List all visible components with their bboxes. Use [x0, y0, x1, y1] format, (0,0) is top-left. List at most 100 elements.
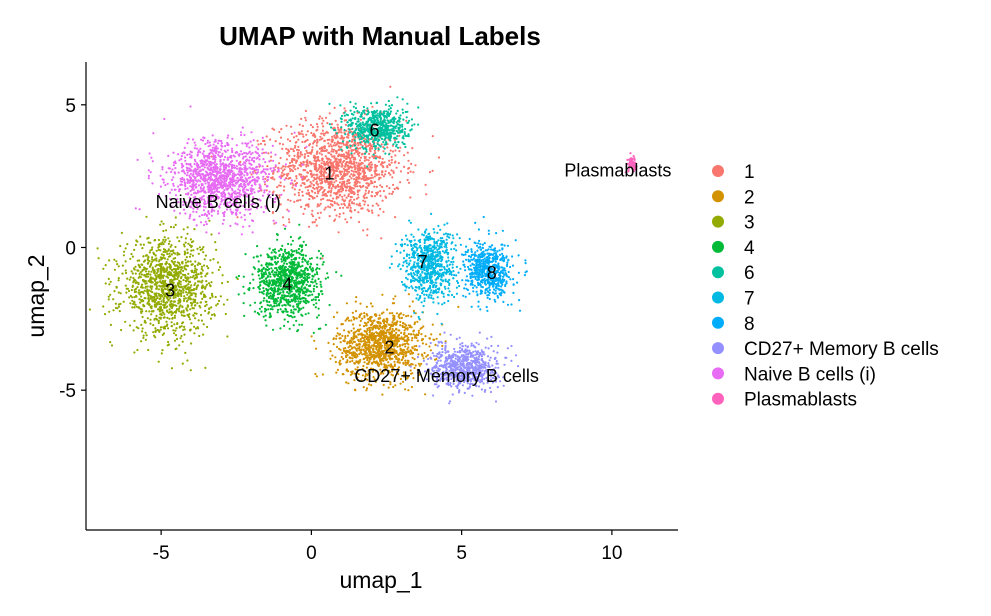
data-point: [290, 243, 293, 246]
data-point: [349, 348, 352, 351]
data-point: [363, 164, 366, 167]
data-point: [321, 129, 324, 132]
data-point: [406, 178, 409, 182]
data-point: [321, 191, 324, 194]
data-point: [334, 169, 337, 173]
data-point: [137, 327, 140, 330]
data-point: [395, 323, 398, 326]
data-point: [275, 194, 278, 197]
data-point: [131, 255, 134, 258]
data-point: [277, 289, 280, 292]
data-point: [389, 119, 392, 122]
data-point: [326, 158, 329, 161]
data-point: [183, 297, 186, 300]
data-point: [374, 172, 377, 175]
data-point: [166, 266, 169, 269]
data-point: [331, 163, 334, 166]
data-point: [168, 308, 171, 311]
data-point: [323, 188, 326, 192]
data-point: [154, 327, 157, 330]
data-point: [183, 325, 186, 328]
data-point: [392, 302, 396, 305]
data-point: [353, 111, 356, 114]
data-point: [398, 361, 401, 364]
data-point: [174, 216, 177, 219]
series-1-points: [310, 293, 460, 396]
data-point: [146, 288, 149, 291]
data-point: [404, 388, 407, 391]
data-point: [109, 293, 112, 296]
data-point: [359, 358, 362, 362]
data-point: [394, 321, 397, 324]
data-point: [338, 212, 341, 216]
data-point: [176, 251, 179, 254]
data-point: [320, 290, 323, 293]
data-point: [149, 273, 152, 276]
data-point: [190, 249, 193, 252]
data-point: [180, 310, 183, 313]
data-point: [346, 121, 349, 124]
data-point: [287, 177, 290, 180]
data-point: [382, 189, 385, 193]
data-point: [149, 295, 152, 298]
data-point: [326, 160, 329, 164]
data-point: [377, 317, 380, 320]
data-point: [305, 266, 308, 269]
data-point: [371, 305, 374, 308]
data-point: [183, 314, 186, 317]
data-point: [302, 306, 305, 309]
data-point: [346, 359, 349, 362]
data-point: [146, 258, 149, 261]
data-point: [184, 351, 187, 354]
data-point: [184, 286, 187, 289]
data-point: [262, 275, 265, 278]
data-point: [340, 190, 343, 193]
data-point: [363, 203, 366, 206]
data-point: [288, 300, 291, 304]
data-point: [367, 184, 370, 187]
data-point: [402, 333, 406, 336]
data-point: [171, 269, 174, 272]
data-point: [303, 156, 306, 159]
data-point: [301, 153, 304, 156]
data-point: [154, 265, 157, 268]
data-point: [210, 313, 214, 316]
data-point: [133, 278, 136, 281]
data-point: [176, 322, 179, 326]
data-point: [328, 165, 332, 168]
data-point: [327, 173, 330, 176]
data-point: [391, 327, 394, 331]
data-point: [150, 248, 153, 251]
data-point: [187, 283, 190, 286]
data-point: [382, 166, 385, 169]
data-point: [301, 194, 304, 197]
data-point: [390, 169, 393, 172]
data-point: [139, 235, 142, 238]
data-point: [290, 309, 293, 312]
data-point: [423, 351, 426, 355]
data-point: [155, 249, 158, 252]
data-point: [314, 191, 317, 194]
data-point: [401, 98, 404, 101]
data-point: [308, 194, 312, 197]
data-point: [378, 321, 382, 324]
data-point: [278, 194, 281, 197]
data-point: [107, 295, 110, 298]
data-point: [358, 181, 361, 184]
data-point: [317, 299, 321, 302]
data-point: [371, 105, 374, 108]
data-point: [396, 96, 399, 99]
data-point: [430, 333, 433, 336]
data-point: [163, 306, 166, 309]
data-point: [366, 208, 369, 211]
data-point: [257, 274, 260, 277]
data-point: [294, 308, 297, 311]
data-point: [408, 305, 411, 308]
data-point: [151, 291, 154, 294]
data-point: [373, 357, 376, 360]
data-point: [347, 204, 350, 207]
data-point: [125, 291, 128, 294]
data-point: [318, 267, 321, 270]
data-point: [295, 175, 298, 178]
data-point: [187, 260, 190, 263]
